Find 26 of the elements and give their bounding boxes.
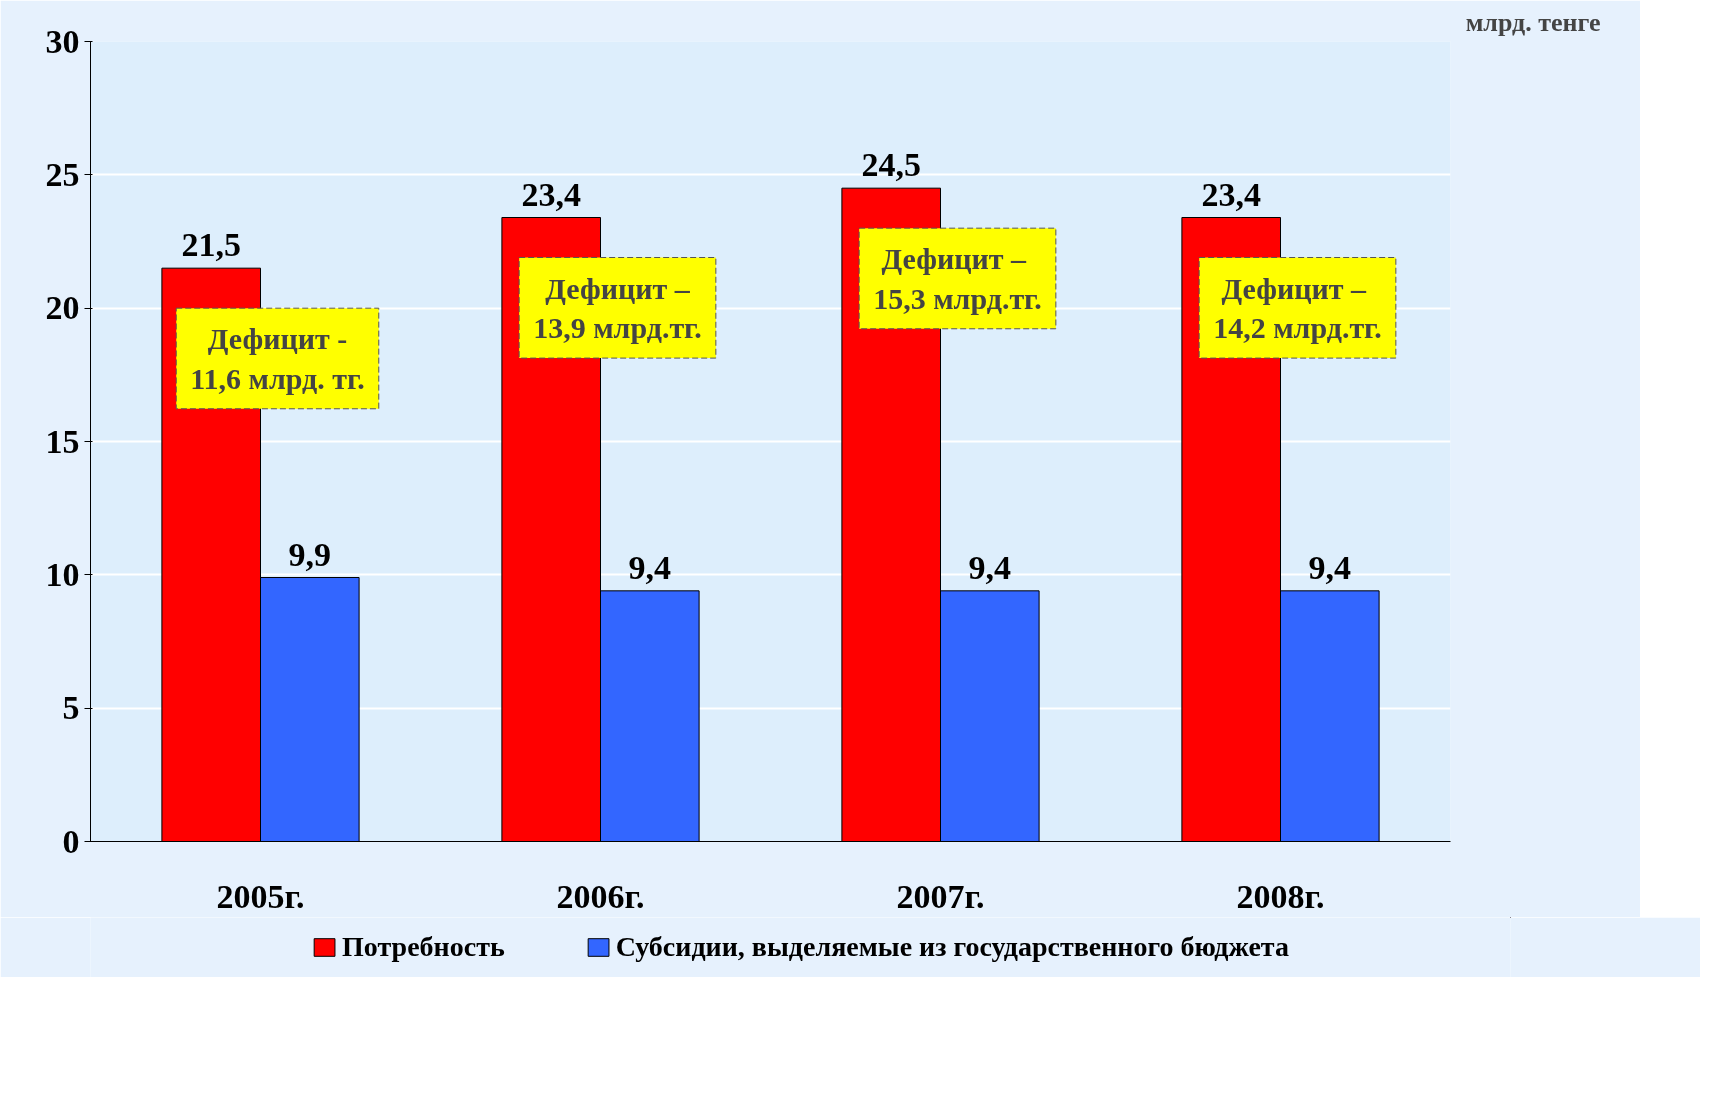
- data-label: 24,5: [861, 146, 921, 184]
- legend-label: Потребность: [342, 931, 505, 963]
- y-tick-label: 25: [45, 155, 80, 193]
- data-label: 9,4: [628, 548, 672, 586]
- y-tick-label: 30: [45, 22, 80, 60]
- data-label: 23,4: [1201, 175, 1261, 213]
- y-tick-label: 5: [62, 689, 80, 727]
- text: млрд. тенге: [1465, 7, 1601, 37]
- y-tick-label: 15: [45, 422, 80, 460]
- annotation: Дефицит – 15,3 млрд.тг.: [873, 242, 1042, 315]
- annotation: Дефицит – 14,2 млрд.тг.: [1213, 271, 1382, 345]
- annotation: Дефицит - 11,6 млрд. тг.: [190, 322, 365, 395]
- x-tick-label: 2008г.: [1236, 877, 1325, 915]
- data-label: 9,9: [288, 535, 332, 573]
- x-tick-label: 2006г.: [556, 877, 645, 915]
- data-label: 21,5: [181, 226, 241, 264]
- x-tick-label: 2007г.: [896, 877, 985, 915]
- legend-label: Субсидии, выделяемые из государственного бюджета: [615, 931, 1289, 963]
- annotation: Дефицит – 13,9 млрд.тг.: [533, 271, 702, 345]
- data-label: 23,4: [521, 175, 581, 213]
- data-label: 9,4: [968, 548, 1012, 586]
- y-tick-label: 0: [62, 822, 80, 860]
- data-label: 9,4: [1308, 548, 1352, 586]
- x-tick-label: 2005г.: [216, 877, 305, 915]
- y-tick-label: 10: [45, 555, 80, 593]
- y-tick-label: 20: [45, 289, 80, 327]
